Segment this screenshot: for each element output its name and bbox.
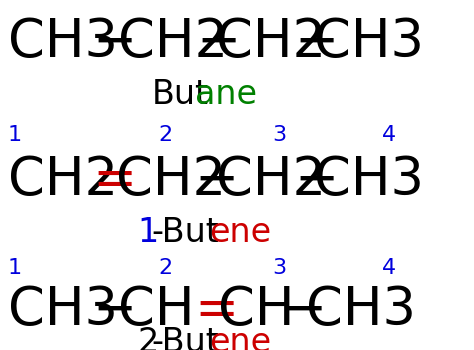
Text: CH2: CH2 <box>216 16 326 68</box>
Text: −: − <box>294 154 338 206</box>
Text: −: − <box>92 16 136 68</box>
Text: 3: 3 <box>272 258 286 278</box>
Text: ene: ene <box>210 326 272 350</box>
Text: 1: 1 <box>8 258 22 278</box>
Text: CH2: CH2 <box>8 154 118 206</box>
Text: CH3: CH3 <box>8 284 118 336</box>
Text: −: − <box>294 16 338 68</box>
Text: CH3: CH3 <box>306 284 416 336</box>
Text: CH2: CH2 <box>116 154 226 206</box>
Text: =: = <box>92 154 136 206</box>
Text: CH3: CH3 <box>8 16 118 68</box>
Text: 1: 1 <box>137 216 159 248</box>
Text: −: − <box>92 284 136 336</box>
Text: 3: 3 <box>272 125 286 145</box>
Text: ene: ene <box>210 216 272 248</box>
Text: −: − <box>194 154 238 206</box>
Text: 2: 2 <box>158 125 172 145</box>
Text: −: − <box>196 16 240 68</box>
Text: But: But <box>152 78 209 112</box>
Text: CH: CH <box>218 284 294 336</box>
Text: CH: CH <box>118 284 194 336</box>
Text: -But: -But <box>152 326 219 350</box>
Text: CH2: CH2 <box>118 16 228 68</box>
Text: CH3: CH3 <box>314 16 424 68</box>
Text: 2: 2 <box>137 326 159 350</box>
Text: CH3: CH3 <box>314 154 424 206</box>
Text: ane: ane <box>195 78 257 112</box>
Text: -But: -But <box>152 216 219 248</box>
Text: 2: 2 <box>158 258 172 278</box>
Text: −: − <box>282 284 326 336</box>
Text: 4: 4 <box>382 125 396 145</box>
Text: 4: 4 <box>382 258 396 278</box>
Text: 1: 1 <box>8 125 22 145</box>
Text: CH2: CH2 <box>216 154 326 206</box>
Text: =: = <box>194 284 238 336</box>
